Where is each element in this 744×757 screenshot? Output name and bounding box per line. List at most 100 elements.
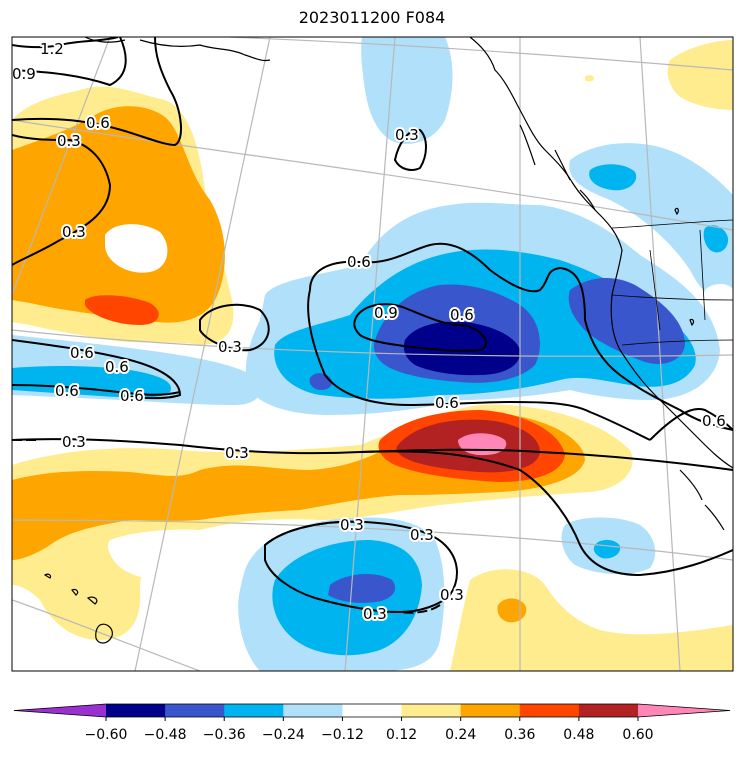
colorbar-tick-label: 0.48 — [563, 727, 594, 743]
contour-label: 1.2 — [40, 40, 64, 58]
colorbar-swatch — [224, 704, 284, 717]
border-state — [611, 229, 733, 346]
fill-region — [589, 164, 637, 191]
fill-region — [667, 40, 733, 110]
contour-label: 0.3 — [395, 126, 419, 144]
contour-line-0.6-ne — [649, 408, 733, 441]
contour-label: 0.6 — [702, 412, 726, 430]
graticule-line — [639, 37, 681, 671]
contour-label: 0.3 — [340, 516, 364, 534]
contour-label: 0.3 — [440, 586, 464, 604]
contour-label: 0.3 — [225, 444, 249, 462]
fill-region — [497, 598, 527, 623]
contour-line-0.9 — [12, 37, 127, 87]
contour-line-dashed — [264, 520, 366, 546]
colorbar-extend-max — [638, 704, 730, 717]
contour-label: 0.3 — [218, 338, 242, 356]
contour-line-1.2 — [12, 37, 119, 49]
contour-label: 0.3 — [410, 526, 434, 544]
contour-label: 0.6 — [55, 382, 79, 400]
contour-label: 0.6 — [70, 344, 94, 362]
contour-label: 0.6 — [435, 394, 459, 412]
contour-labels: 1.2 0.9 0.6 0.3 0.3 0.3 0.6 0.9 0.6 0.3 … — [12, 38, 728, 625]
contour-label: 0.6 — [120, 387, 144, 405]
graticule-line — [12, 329, 733, 357]
contour-line-0.9-loop — [353, 303, 488, 352]
colorbar-ticks: −0.60 −0.48 −0.36 −0.24 −0.12 0.12 0.24 0.36 0.4… — [85, 717, 654, 743]
fill-region — [328, 573, 396, 603]
colorbar: −0.60 −0.48 −0.36 −0.24 −0.12 0.12 0.24 0.36 0.4… — [13, 703, 731, 743]
colorbar-swatch — [342, 704, 403, 717]
fill-region — [585, 75, 594, 82]
negative-anomaly-fills — [12, 37, 733, 671]
contour-line-0.3-loop — [199, 303, 270, 352]
map-frame — [11, 36, 734, 672]
contour-line-0.6-nw — [12, 37, 182, 147]
graticule-line — [134, 37, 271, 671]
contour-label: 0.6 — [347, 253, 371, 271]
colorbar-swatch — [519, 704, 580, 717]
fill-region — [105, 224, 168, 273]
graticule-line — [12, 599, 201, 671]
map-title: 2023011200 F084 — [298, 8, 446, 27]
colorbar-tick-label: 0.12 — [386, 727, 417, 743]
contour-line-0.3-band — [12, 438, 733, 577]
fill-region — [593, 539, 621, 559]
colorbar-swatch — [106, 704, 166, 717]
contour-dashed-segments — [12, 439, 441, 614]
colorbar-swatch — [283, 704, 343, 717]
contour-line-0.3-loop-ne — [393, 128, 427, 171]
contour-label: 0.6 — [105, 358, 129, 376]
colorbar-tick-label: −0.12 — [321, 727, 364, 743]
colorbar-tick-label: −0.36 — [203, 727, 246, 743]
coastline-hawaii — [43, 573, 113, 644]
map-area: 1.2 0.9 0.6 0.3 0.3 0.3 0.6 0.9 0.6 0.3 … — [12, 37, 733, 671]
coastline-islands — [519, 124, 596, 211]
contour-label: 0.3 — [62, 223, 86, 241]
graticule-line — [229, 37, 733, 71]
fill-region — [703, 225, 729, 253]
contour-label: 0.3 — [363, 605, 387, 623]
colorbar-tick-label: 0.60 — [622, 727, 653, 743]
fill-region — [450, 569, 733, 671]
border-canada-us — [611, 219, 733, 229]
graticule-line — [344, 37, 396, 671]
colorbar-tick-label: 0.24 — [445, 727, 476, 743]
fill-region — [403, 321, 521, 376]
contour-label: 0.6 — [450, 306, 474, 324]
colorbar-tick-label: −0.60 — [85, 727, 128, 743]
fill-region — [107, 529, 237, 581]
coastline-lake — [674, 207, 695, 327]
colorbar-extend-min — [14, 704, 106, 717]
contour-line-0.6-big — [309, 242, 733, 431]
contour-label: 0.9 — [12, 65, 36, 83]
coastline-baja — [679, 469, 725, 531]
colorbar-swatch — [578, 704, 639, 717]
contour-label: 0.3 — [57, 132, 81, 150]
contour-label: 0.6 — [86, 114, 110, 132]
fill-region — [12, 365, 171, 398]
graticule-line — [12, 119, 733, 231]
contour-line-0.6-left-b — [12, 384, 181, 396]
graticule-line — [12, 519, 733, 561]
contour-label: 0.9 — [374, 304, 398, 322]
fill-region — [705, 284, 733, 321]
contour-line-0.6-left — [12, 339, 182, 400]
contour-line-0.3-band-b — [359, 448, 733, 471]
fill-region — [85, 295, 159, 325]
contour-line-0.3-nw — [12, 134, 112, 266]
contour-label: 0.3 — [62, 433, 86, 451]
graticule — [12, 37, 733, 671]
colorbar-swatch — [460, 704, 521, 717]
colorbar-swatch — [401, 704, 462, 717]
colorbar-tick-label: −0.24 — [262, 727, 305, 743]
fill-region — [12, 106, 225, 323]
contour-line-dashed — [399, 604, 441, 614]
colorbar-swatch — [165, 704, 225, 717]
fill-region — [361, 37, 453, 144]
colorbar-tick-label: 0.36 — [504, 727, 535, 743]
colorbar-tick-label: −0.48 — [144, 727, 187, 743]
contour-line-0.6-big-lower — [307, 289, 651, 441]
colorbar-swatches — [13, 703, 731, 718]
